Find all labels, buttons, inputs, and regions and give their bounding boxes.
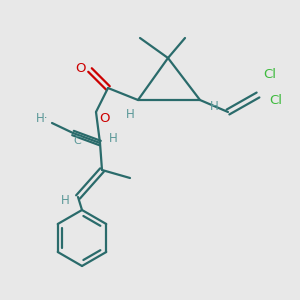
Text: C: C: [73, 136, 81, 146]
Text: H·: H·: [36, 112, 48, 125]
Text: H: H: [109, 131, 117, 145]
Text: H: H: [210, 100, 218, 112]
Text: O: O: [99, 112, 109, 125]
Text: Cl: Cl: [269, 94, 283, 106]
Text: H: H: [61, 194, 69, 206]
Text: O: O: [76, 61, 86, 74]
Text: Cl: Cl: [263, 68, 277, 82]
Text: H: H: [126, 107, 134, 121]
